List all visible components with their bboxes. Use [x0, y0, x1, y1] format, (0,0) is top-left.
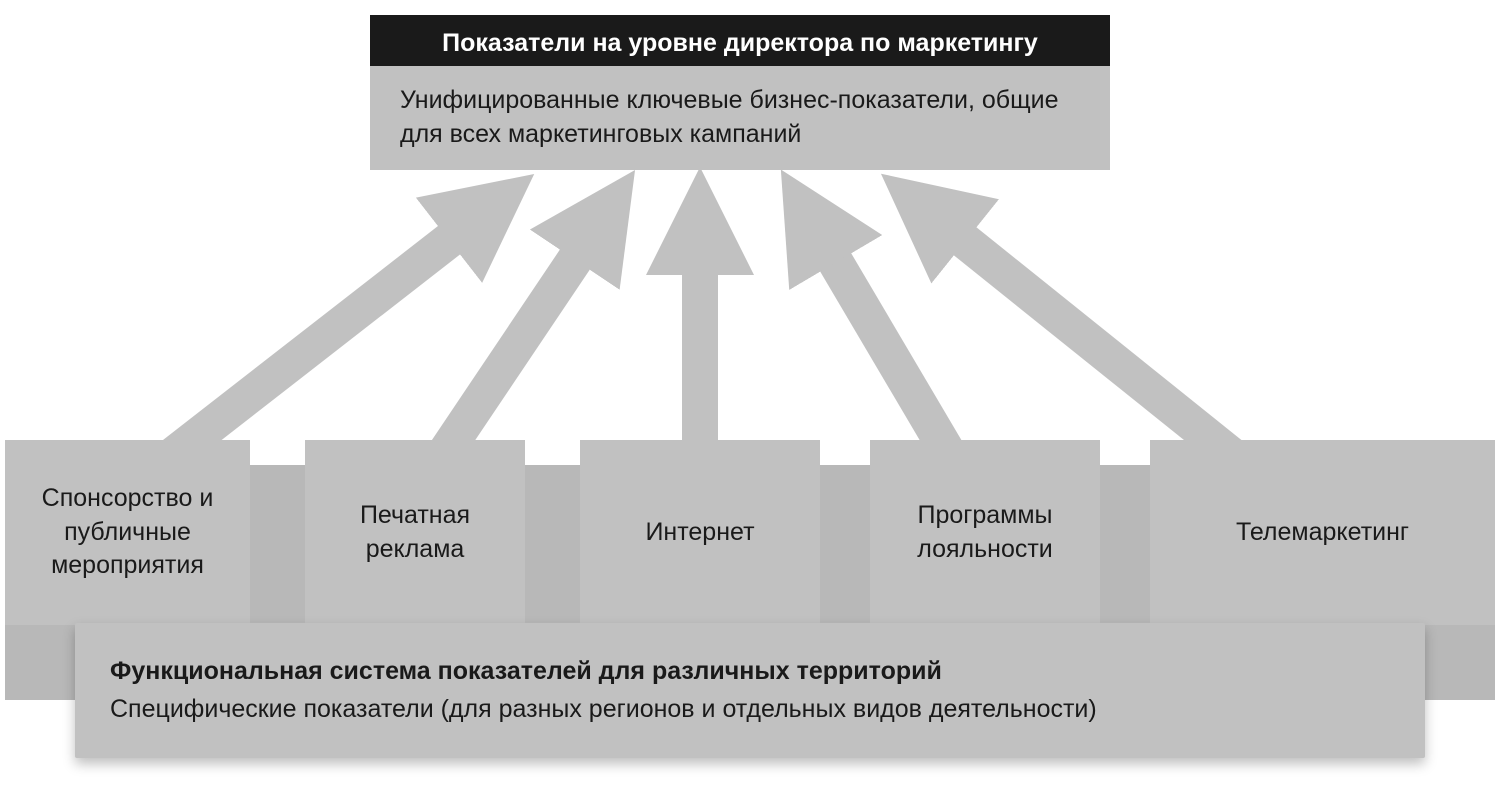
footer-title-text: Функциональная система показателей для р…: [110, 653, 1390, 691]
header-title-box: Показатели на уровне директора по маркет…: [370, 15, 1110, 72]
channel-box-1: Спонсорство и публичные мероприятия: [5, 440, 250, 625]
channel-box-5: Телемаркетинг: [1150, 440, 1495, 625]
channel-box-3: Интернет: [580, 440, 820, 625]
channel-box-4: Программы лояльности: [870, 440, 1100, 625]
channel-label: Телемаркетинг: [1236, 516, 1409, 550]
header-subtitle-text: Унифицированные ключевые бизнес-показате…: [400, 86, 1059, 148]
channel-label: Интернет: [645, 516, 754, 550]
channel-label: Печатная реклама: [320, 499, 510, 567]
channel-label: Спонсорство и публичные мероприятия: [20, 482, 235, 583]
channel-box-2: Печатная реклама: [305, 440, 525, 625]
footer-subtitle-text: Специфические показатели (для разных рег…: [110, 691, 1390, 729]
channel-label: Программы лояльности: [885, 499, 1085, 567]
footer-box: Функциональная система показателей для р…: [75, 623, 1425, 758]
header-title-text: Показатели на уровне директора по маркет…: [442, 29, 1038, 57]
header-subtitle-box: Унифицированные ключевые бизнес-показате…: [370, 66, 1110, 170]
